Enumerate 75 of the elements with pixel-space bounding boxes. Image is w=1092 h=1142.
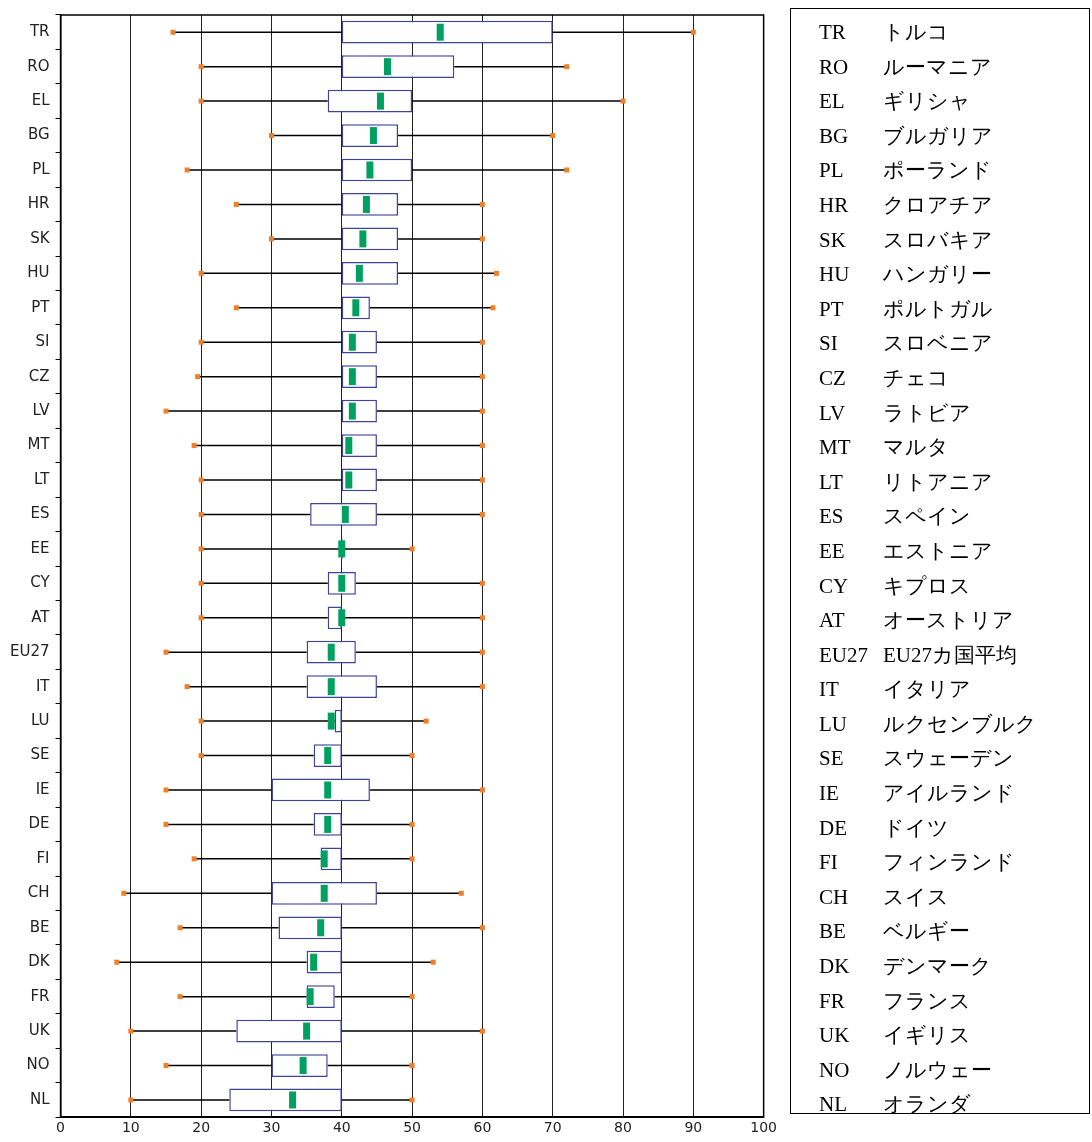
text: SI スロベニア <box>819 331 993 356</box>
text: NL オランダ <box>819 1092 971 1117</box>
text: BE ベルギー <box>819 919 970 944</box>
text: CZ チェコ <box>819 365 949 390</box>
text: SE スウェーデン <box>819 746 1014 771</box>
y-tick-label: CZ <box>28 366 50 385</box>
x-tick-label: 10 <box>121 1119 140 1136</box>
text: LU ルクセンブルク <box>819 711 1037 736</box>
text: RO ルーマニア <box>819 54 992 79</box>
text: MT マルタ <box>819 435 949 460</box>
y-tick-label: CY <box>30 573 51 592</box>
y-tick-label: AT <box>31 607 51 626</box>
y-tick-label: FR <box>30 986 50 1005</box>
text: LT リトアニア <box>819 469 993 494</box>
text: EU27 EU27カ国平均 <box>819 641 1017 669</box>
text: UK イギリス <box>819 1023 971 1048</box>
text: FI フィンランド <box>819 850 1015 875</box>
text: IE アイルランド <box>819 781 1015 806</box>
text: HR クロアチア <box>819 192 993 217</box>
y-tick-label: SI <box>35 332 50 351</box>
y-tick-label: IT <box>35 676 51 695</box>
y-tick-label: SK <box>30 228 51 247</box>
y-tick-label: TR <box>28 22 50 41</box>
text: DE ドイツ <box>819 815 949 840</box>
y-tick-label: RO <box>27 56 50 75</box>
y-tick-label: FI <box>36 848 50 867</box>
x-tick-label: 90 <box>684 1119 703 1136</box>
y-tick-label: HU <box>27 263 50 282</box>
text: EL ギリシャ <box>819 89 971 114</box>
y-tick-label: SE <box>30 745 50 764</box>
x-tick-label: 70 <box>543 1119 562 1136</box>
text: PT ポルトガル <box>819 296 993 321</box>
y-tick-label: EL <box>31 91 51 109</box>
x-tick-label: 50 <box>403 1119 422 1136</box>
y-tick-label: BE <box>29 917 50 936</box>
text: IT イタリア <box>819 677 971 702</box>
y-tick-label: DE <box>28 814 50 833</box>
text: CH スイス <box>819 884 949 909</box>
y-tick-label: NO <box>26 1055 50 1074</box>
y-tick-label: DK <box>28 952 51 971</box>
x-tick-label: 20 <box>192 1119 211 1136</box>
text: PL ポーランド <box>819 158 992 183</box>
text: AT オーストリア <box>819 608 1014 633</box>
x-tick-label: 0 <box>56 1119 65 1136</box>
y-tick-label: LT <box>34 469 51 488</box>
text: ES スペイン <box>819 504 971 529</box>
x-tick-label: 80 <box>614 1119 632 1136</box>
text: FR フランス <box>819 988 971 1013</box>
y-tick-label: HR <box>27 194 50 213</box>
y-tick-label: PL <box>32 159 51 178</box>
y-tick-label: CH <box>27 883 50 902</box>
y-tick-label: ES <box>30 504 50 523</box>
y-tick-label: IE <box>35 779 50 798</box>
text: TR トルコ <box>819 20 949 44</box>
x-tick-label: 40 <box>332 1119 351 1136</box>
y-tick-label: BG <box>27 125 50 144</box>
y-tick-label: UK <box>28 1020 51 1039</box>
y-tick-label: EU27 <box>10 642 50 661</box>
text: BG ブルガリア <box>819 123 993 148</box>
y-tick-label: EE <box>30 538 50 557</box>
x-tick-label: 100 <box>750 1119 778 1136</box>
x-tick-label: 30 <box>262 1119 281 1136</box>
y-tick-label: LU <box>30 710 50 729</box>
text: NO ノルウェー <box>819 1057 992 1082</box>
text: HU ハンガリー <box>819 262 992 287</box>
y-tick-label: NL <box>29 1089 51 1108</box>
text: CY キプロス <box>819 573 971 598</box>
y-tick-label: MT <box>27 435 51 454</box>
y-tick-label: PT <box>31 297 51 316</box>
text: SK スロバキア <box>819 227 993 252</box>
y-tick-label: LV <box>32 400 51 419</box>
x-tick-label: 60 <box>473 1119 492 1136</box>
text: DK デンマーク <box>819 954 992 979</box>
text: LV ラトビア <box>819 400 971 425</box>
text: EE エストニア <box>819 538 993 563</box>
